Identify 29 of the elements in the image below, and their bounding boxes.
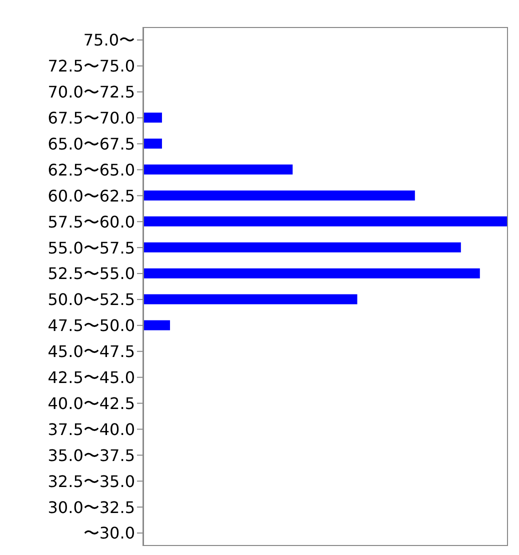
y-tick-label: 55.0〜57.5 xyxy=(48,238,135,258)
bar xyxy=(143,294,358,304)
bar xyxy=(143,164,293,175)
y-tick-label: 62.5〜65.0 xyxy=(48,160,135,180)
y-tick-label: 37.5〜40.0 xyxy=(48,420,135,439)
y-tick-label: 65.0〜67.5 xyxy=(48,134,135,154)
y-tick-label: 30.0〜32.5 xyxy=(48,498,135,517)
y-tick-label: 72.5〜75.0 xyxy=(48,56,135,76)
y-tick-label: 40.0〜42.5 xyxy=(48,394,135,413)
y-tick-label: 75.0〜 xyxy=(83,30,135,50)
bar xyxy=(143,242,461,252)
bar xyxy=(143,216,508,226)
y-tick-label: 70.0〜72.5 xyxy=(48,82,135,102)
y-tick-label: 52.5〜55.0 xyxy=(48,264,135,284)
y-tick-label: 50.0〜52.5 xyxy=(48,290,135,310)
bar xyxy=(143,268,480,278)
y-tick-label: 67.5〜70.0 xyxy=(48,108,135,128)
y-tick-label: 35.0〜37.5 xyxy=(48,446,135,465)
y-tick-label: 45.0〜47.5 xyxy=(48,342,135,362)
bar xyxy=(143,112,162,123)
bar xyxy=(143,190,415,200)
bar xyxy=(143,138,162,149)
y-tick-label: 32.5〜35.0 xyxy=(48,472,135,491)
y-tick-label: 57.5〜60.0 xyxy=(48,212,135,232)
y-tick-label: 〜30.0 xyxy=(83,524,135,543)
y-tick-label: 42.5〜45.0 xyxy=(48,368,135,388)
bar xyxy=(143,320,170,330)
y-tick-label: 60.0〜62.5 xyxy=(48,186,135,206)
y-tick-label: 47.5〜50.0 xyxy=(48,316,135,336)
